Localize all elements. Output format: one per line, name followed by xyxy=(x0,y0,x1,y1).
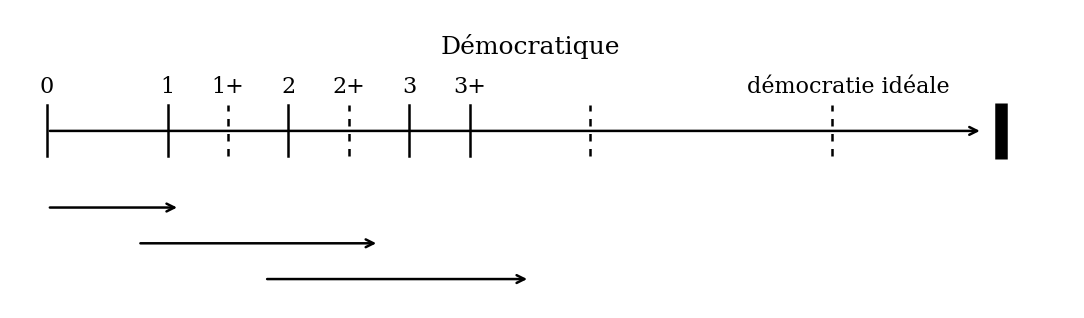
Text: 3+: 3+ xyxy=(453,76,486,98)
Text: 0: 0 xyxy=(40,76,54,98)
Text: 2+: 2+ xyxy=(333,76,365,98)
Text: 2: 2 xyxy=(282,76,296,98)
Text: démocratie idéale: démocratie idéale xyxy=(747,76,950,98)
Text: Démocratique: Démocratique xyxy=(440,34,620,59)
Text: 1+: 1+ xyxy=(211,76,245,98)
Text: 3: 3 xyxy=(402,76,416,98)
Text: 1: 1 xyxy=(160,76,175,98)
